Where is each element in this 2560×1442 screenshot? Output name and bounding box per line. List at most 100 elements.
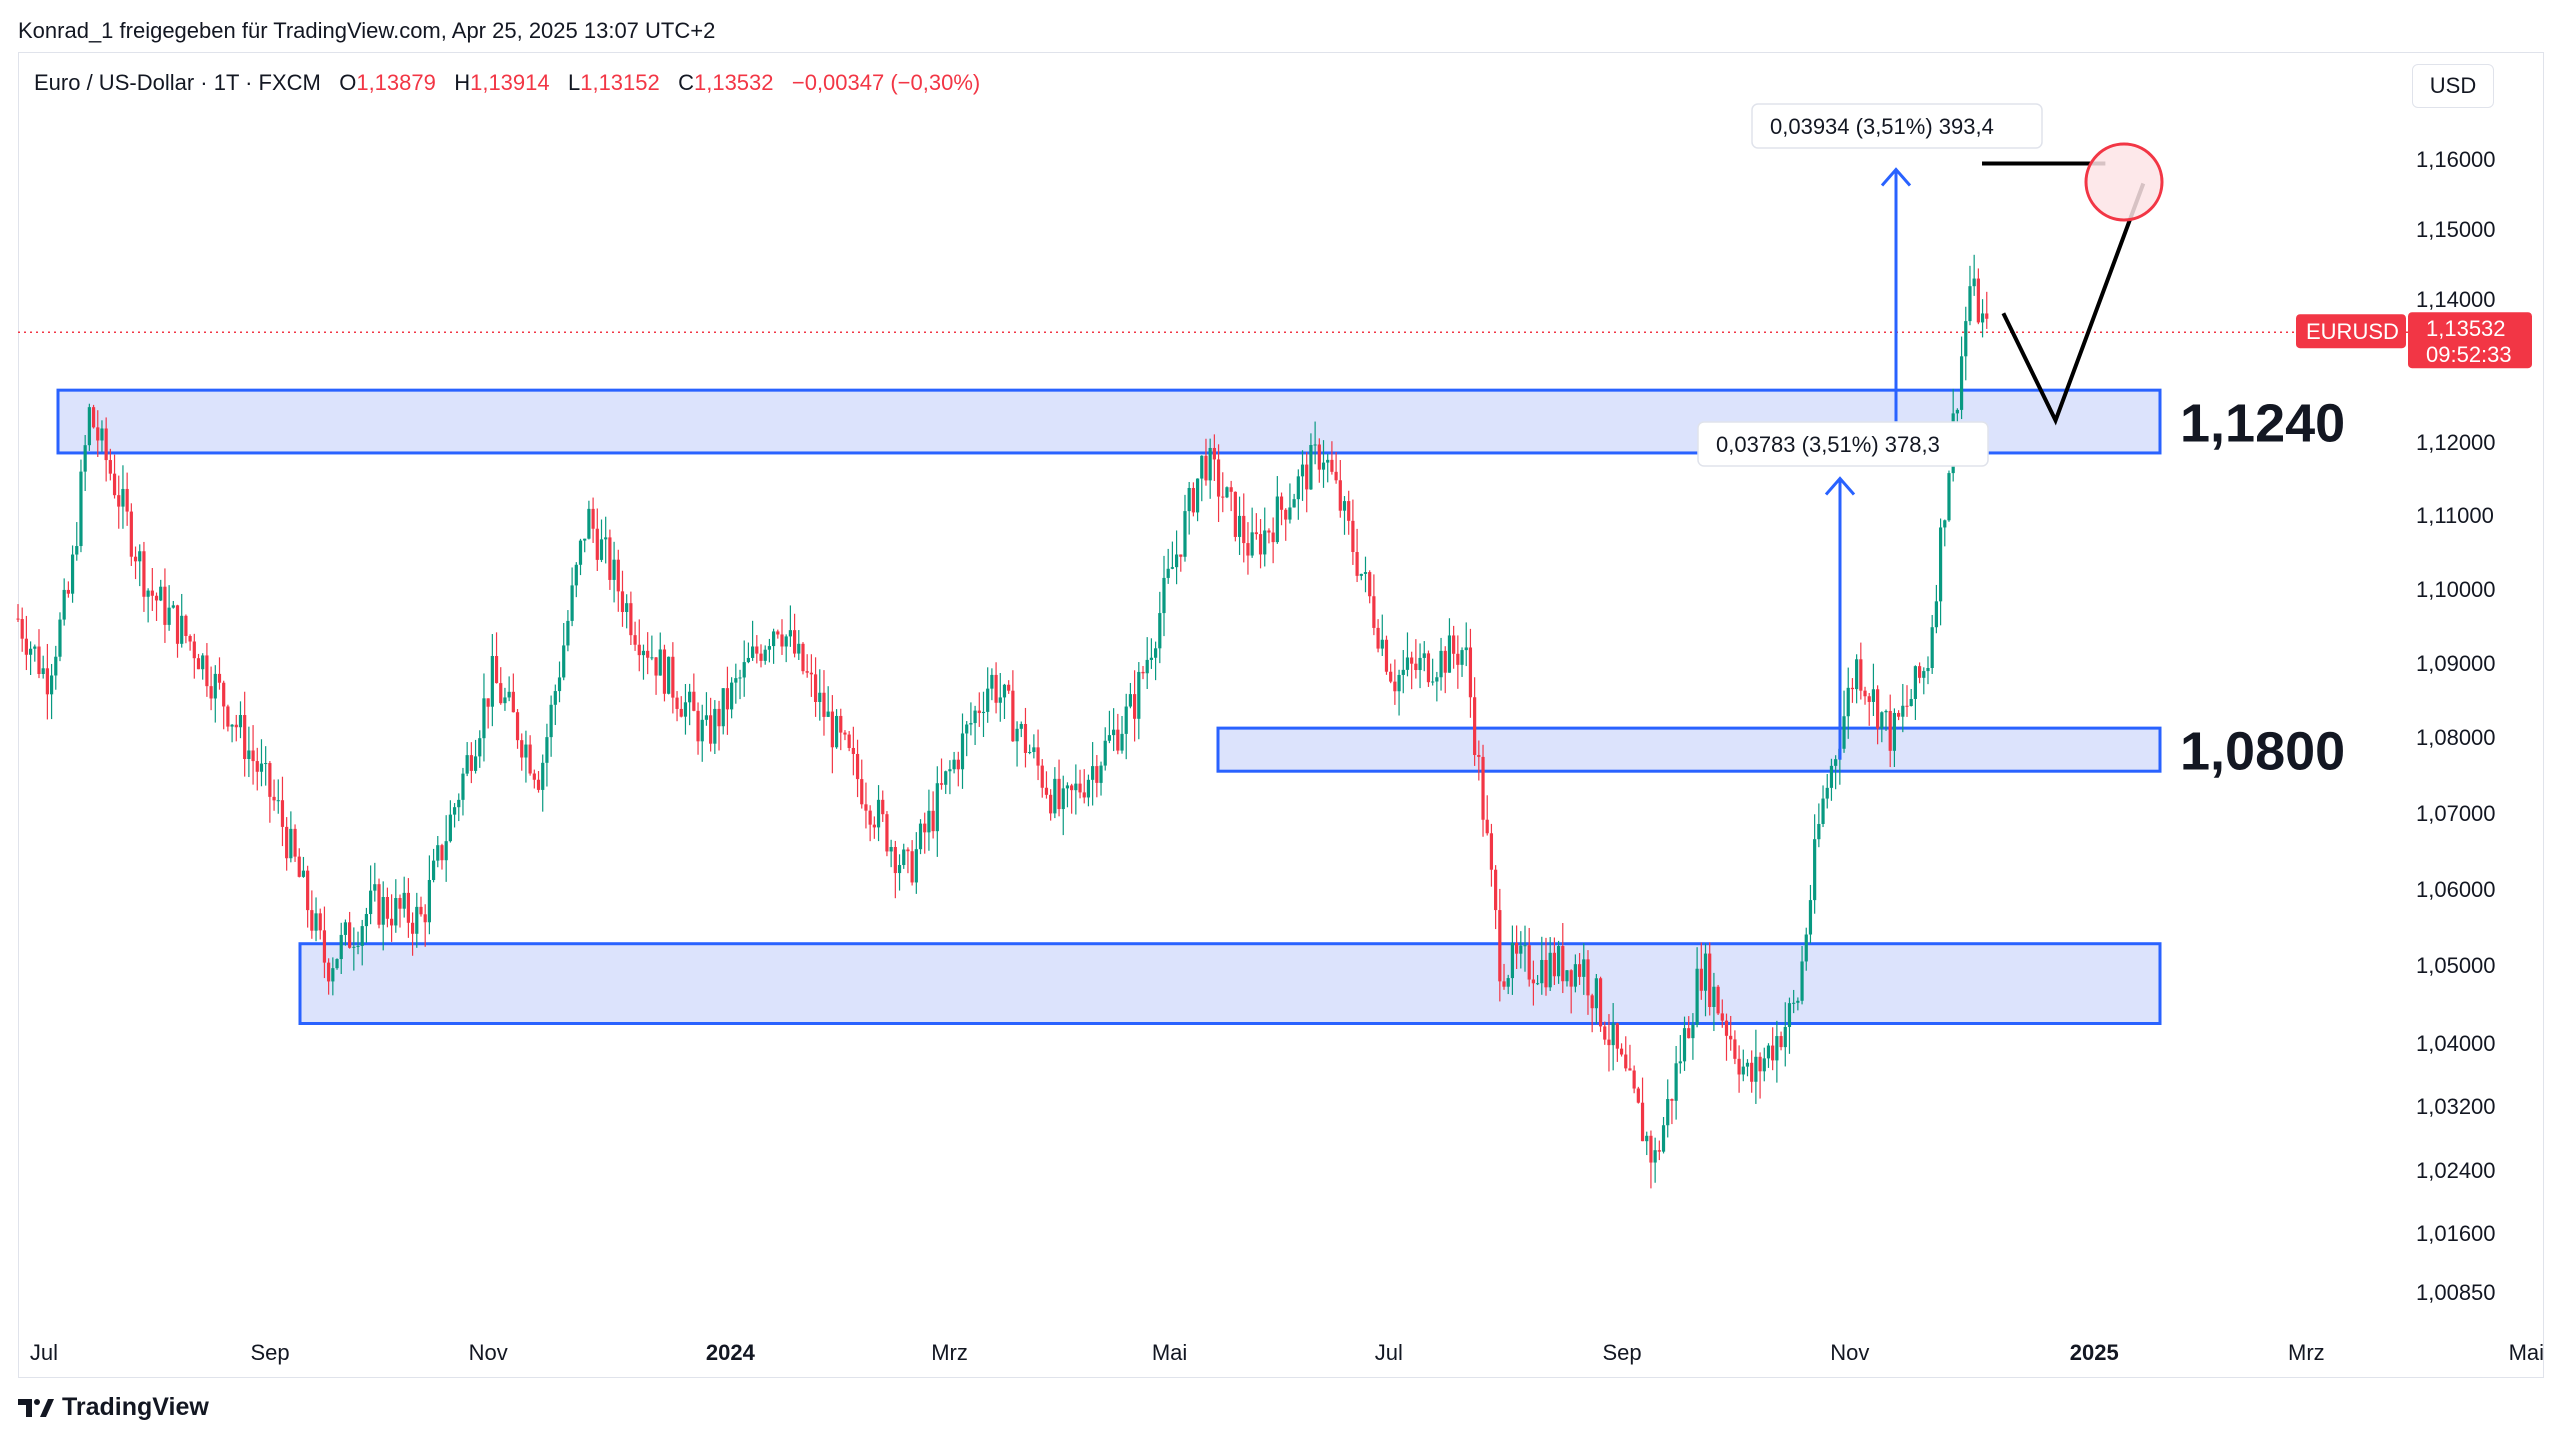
- candle-body: [1431, 681, 1435, 683]
- candle-body: [1208, 447, 1212, 481]
- x-tick-label: 2025: [2070, 1340, 2119, 1365]
- candle-body: [1216, 459, 1221, 497]
- candle-body: [902, 849, 906, 866]
- candle-body: [662, 649, 667, 694]
- candle-body: [129, 511, 133, 557]
- candle-body: [213, 673, 217, 699]
- tradingview-logo[interactable]: TradingView: [18, 1393, 209, 1422]
- candle-body: [490, 655, 494, 707]
- candle-body: [121, 488, 125, 507]
- candle-body: [629, 603, 633, 636]
- candle-body: [410, 922, 415, 934]
- candle-body: [1855, 659, 1859, 690]
- candle-body: [1242, 515, 1246, 544]
- candle-body: [935, 783, 939, 832]
- candle-body: [826, 711, 830, 717]
- candle-body: [751, 646, 755, 658]
- candle-body: [66, 589, 70, 594]
- candle-body: [100, 428, 104, 441]
- candle-body: [1548, 952, 1552, 988]
- candle-body: [1607, 1039, 1611, 1046]
- candle-body: [1594, 978, 1598, 1009]
- candle-body: [175, 605, 180, 644]
- candle-body: [889, 846, 893, 852]
- candle-body: [1007, 684, 1011, 691]
- candle-body: [167, 607, 171, 625]
- candle-body: [1384, 639, 1389, 672]
- candle-body: [75, 546, 79, 555]
- candle-body: [1842, 716, 1846, 749]
- candle-body: [1825, 787, 1829, 799]
- candle-body: [1678, 1061, 1682, 1064]
- candle-body: [650, 657, 654, 659]
- candle-body: [608, 537, 612, 580]
- currency-button[interactable]: USD: [2412, 64, 2494, 108]
- candle-body: [1813, 839, 1817, 901]
- candle-body: [1225, 487, 1229, 498]
- candle-body: [515, 712, 520, 741]
- candle-body: [1804, 934, 1808, 962]
- chart-panel[interactable]: [18, 52, 2544, 1378]
- candle-body: [1754, 1056, 1758, 1082]
- candle-body: [1363, 572, 1368, 574]
- candle-body: [62, 589, 66, 620]
- legend-open-label: O: [339, 70, 357, 95]
- candle-body: [536, 779, 541, 790]
- candle-body: [713, 708, 717, 744]
- candle-body: [1338, 480, 1342, 511]
- candle-body: [1296, 476, 1300, 500]
- candle-body: [255, 761, 259, 772]
- candle-body: [1359, 573, 1363, 576]
- candle-body: [591, 508, 595, 529]
- candle-body: [965, 724, 969, 734]
- candle-body: [860, 779, 864, 805]
- zone-level-label: 1,0800: [2180, 722, 2345, 782]
- candle-body: [1598, 978, 1603, 1027]
- candle-body: [1964, 321, 1968, 357]
- candle-body: [1519, 945, 1523, 954]
- candle-body: [1195, 478, 1200, 513]
- candle-body: [1439, 650, 1443, 678]
- candle-body: [994, 674, 998, 703]
- candle-body: [1049, 794, 1053, 814]
- candle-body: [1821, 798, 1825, 824]
- candle-body: [776, 631, 780, 635]
- candle-body: [1640, 1102, 1645, 1142]
- candle-body: [310, 910, 314, 931]
- candle-body: [1955, 409, 1959, 414]
- candle-body: [1456, 653, 1460, 665]
- candle-body: [763, 649, 767, 661]
- candle-body: [587, 508, 591, 539]
- legend-high-value: 1,13914: [470, 70, 550, 95]
- candle-body: [562, 645, 566, 678]
- candle-body: [671, 656, 675, 698]
- candle-body: [1237, 515, 1242, 537]
- candle-body: [1892, 712, 1897, 751]
- candle-body: [755, 646, 759, 654]
- candle-body: [1179, 554, 1183, 557]
- candle-body: [301, 870, 306, 877]
- candle-body: [1174, 554, 1179, 568]
- candle-body: [658, 649, 662, 676]
- candle-body: [1485, 819, 1489, 834]
- candle-body: [104, 428, 108, 461]
- candle-body: [1817, 823, 1821, 840]
- y-tick-label: 1,14000: [2416, 287, 2496, 312]
- candle-body: [1985, 313, 1989, 319]
- candle-body: [1414, 663, 1418, 671]
- candle-body: [1065, 785, 1070, 789]
- y-tick-label: 1,01600: [2416, 1221, 2496, 1246]
- candle-body: [196, 658, 201, 670]
- candle-body: [1779, 1036, 1783, 1048]
- candle-body: [1590, 995, 1594, 1009]
- candle-body: [767, 646, 772, 650]
- candle-body: [1762, 1058, 1766, 1072]
- candle-body: [1070, 785, 1074, 791]
- candle-body: [79, 471, 83, 547]
- legend-symbol[interactable]: Euro / US-Dollar · 1T · FXCM: [34, 70, 321, 95]
- candle-body: [335, 959, 339, 969]
- candle-body: [1720, 1013, 1724, 1021]
- candle-body: [1653, 1150, 1657, 1163]
- candle-body: [339, 934, 343, 960]
